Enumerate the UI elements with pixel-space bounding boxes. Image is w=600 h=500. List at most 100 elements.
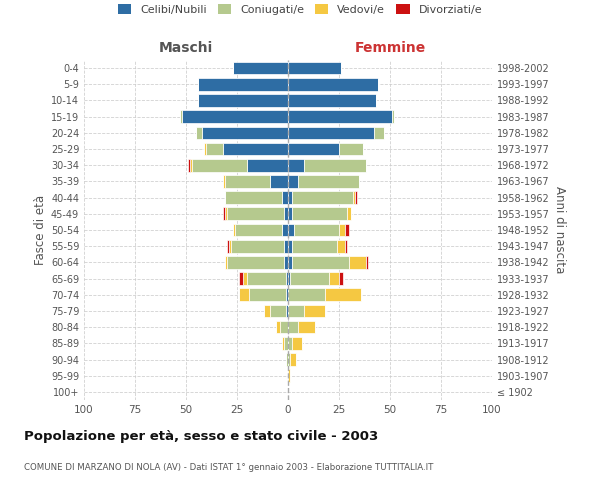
Bar [239, 288, 249, 301]
Bar [286, 353, 288, 366]
Bar [247, 159, 288, 172]
Bar [339, 142, 364, 156]
Text: COMUNE DI MARZANO DI NOLA (AV) - Dati ISTAT 1° gennaio 2003 - Elaborazione TUTTI: COMUNE DI MARZANO DI NOLA (AV) - Dati IS… [24, 462, 433, 471]
Bar [325, 288, 361, 301]
Bar [290, 353, 296, 366]
Legend: Celibi/Nubili, Coniugati/e, Vedovi/e, Divorziati/e: Celibi/Nubili, Coniugati/e, Vedovi/e, Di… [115, 0, 485, 18]
Bar [304, 159, 365, 172]
Bar [288, 208, 292, 220]
Bar [249, 288, 286, 301]
Text: Maschi: Maschi [159, 41, 213, 55]
Bar [229, 240, 231, 252]
Bar [345, 224, 349, 236]
Bar [192, 159, 247, 172]
Bar [355, 192, 358, 204]
Bar [182, 110, 288, 123]
Bar [225, 256, 227, 268]
Text: Femmine: Femmine [355, 41, 425, 55]
Bar [288, 62, 341, 74]
Bar [233, 224, 235, 236]
Bar [292, 337, 302, 349]
Bar [284, 256, 288, 268]
Bar [263, 304, 269, 318]
Bar [329, 272, 339, 285]
Bar [235, 224, 282, 236]
Bar [288, 370, 290, 382]
Bar [288, 353, 290, 366]
Bar [345, 240, 347, 252]
Bar [198, 78, 288, 90]
Bar [288, 256, 292, 268]
Bar [288, 159, 304, 172]
Bar [365, 256, 368, 268]
Bar [269, 304, 286, 318]
Bar [188, 159, 190, 172]
Bar [290, 272, 329, 285]
Bar [288, 304, 304, 318]
Bar [202, 126, 288, 139]
Bar [286, 288, 288, 301]
Bar [206, 142, 223, 156]
Bar [288, 78, 378, 90]
Bar [243, 272, 247, 285]
Bar [282, 192, 288, 204]
Bar [227, 240, 229, 252]
Bar [298, 321, 314, 334]
Bar [288, 110, 392, 123]
Bar [284, 337, 288, 349]
Bar [239, 272, 243, 285]
Bar [288, 192, 292, 204]
Bar [292, 208, 347, 220]
Bar [284, 240, 288, 252]
Bar [180, 110, 182, 123]
Bar [292, 240, 337, 252]
Bar [205, 142, 206, 156]
Bar [223, 142, 288, 156]
Bar [339, 224, 345, 236]
Bar [282, 337, 284, 349]
Bar [233, 62, 288, 74]
Bar [353, 192, 355, 204]
Bar [288, 272, 290, 285]
Bar [304, 304, 325, 318]
Bar [196, 126, 202, 139]
Y-axis label: Anni di nascita: Anni di nascita [553, 186, 566, 274]
Bar [292, 256, 349, 268]
Bar [190, 159, 192, 172]
Bar [339, 272, 343, 285]
Bar [282, 224, 288, 236]
Bar [198, 94, 288, 107]
Bar [288, 337, 292, 349]
Bar [288, 321, 298, 334]
Bar [227, 208, 284, 220]
Bar [288, 224, 294, 236]
Bar [284, 208, 288, 220]
Bar [269, 175, 288, 188]
Bar [298, 175, 359, 188]
Bar [288, 126, 374, 139]
Bar [225, 192, 282, 204]
Bar [286, 272, 288, 285]
Bar [231, 240, 284, 252]
Bar [349, 256, 365, 268]
Bar [337, 240, 345, 252]
Bar [288, 142, 339, 156]
Bar [286, 304, 288, 318]
Bar [294, 224, 339, 236]
Bar [374, 126, 384, 139]
Bar [225, 208, 227, 220]
Bar [223, 208, 225, 220]
Bar [247, 272, 286, 285]
Text: Popolazione per età, sesso e stato civile - 2003: Popolazione per età, sesso e stato civil… [24, 430, 378, 443]
Bar [288, 175, 298, 188]
Bar [347, 208, 351, 220]
Bar [288, 94, 376, 107]
Bar [280, 321, 288, 334]
Bar [227, 256, 284, 268]
Bar [288, 288, 325, 301]
Bar [288, 240, 292, 252]
Bar [392, 110, 394, 123]
Bar [292, 192, 353, 204]
Bar [223, 175, 225, 188]
Y-axis label: Fasce di età: Fasce di età [34, 195, 47, 265]
